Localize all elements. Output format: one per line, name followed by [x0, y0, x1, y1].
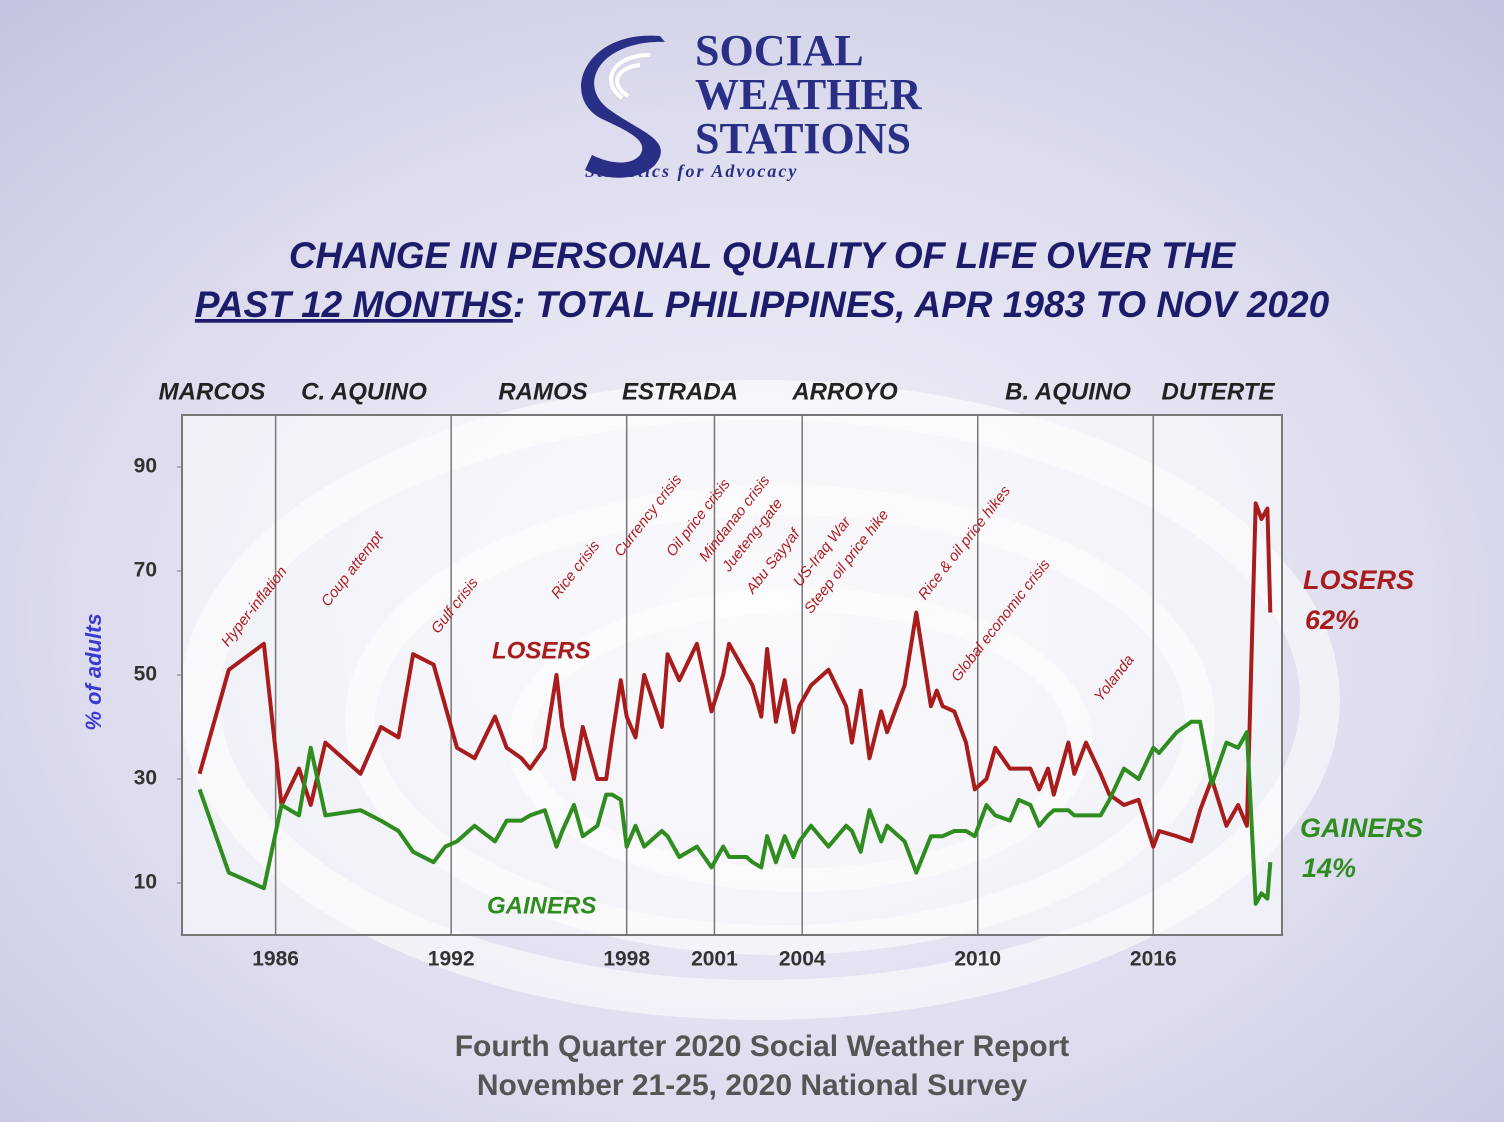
administration-label: B. AQUINO — [1005, 378, 1131, 405]
x-tick-label: 1986 — [252, 948, 299, 971]
logo-text: STATIONS — [695, 114, 911, 163]
x-tick-label: 2001 — [691, 948, 738, 971]
logo-text: WEATHER — [695, 70, 923, 119]
logo-tagline: Statistics for Advocacy — [585, 161, 798, 181]
x-tick-label: 2010 — [954, 948, 1001, 971]
chart-title: CHANGE IN PERSONAL QUALITY OF LIFE OVER … — [289, 235, 1237, 276]
chart-title-underlined: PAST 12 MONTHS — [195, 284, 513, 325]
series-line — [197, 719, 1273, 906]
value-label: 62% — [1305, 605, 1359, 635]
chart-title-rest: : TOTAL PHILIPPINES, APR 1983 TO NOV 202… — [513, 284, 1330, 325]
series-label: GAINERS — [487, 892, 596, 919]
logo-text: SOCIAL — [695, 26, 864, 75]
x-tick-label: 2016 — [1130, 948, 1177, 971]
y-tick-label: 90 — [134, 455, 157, 478]
y-axis-label: % of adults — [81, 613, 106, 730]
y-tick-label: 10 — [134, 871, 157, 894]
legend-label: GAINERS — [1300, 813, 1423, 843]
footer: November 21-25, 2020 National Survey — [477, 1069, 1028, 1102]
x-tick-label: 1998 — [603, 948, 650, 971]
y-tick-label: 30 — [134, 767, 157, 790]
legend-label: LOSERS — [1303, 565, 1414, 595]
x-tick-label: 2004 — [779, 948, 826, 971]
footer: Fourth Quarter 2020 Social Weather Repor… — [455, 1030, 1070, 1063]
y-tick-label: 70 — [134, 559, 157, 582]
administration-label: MARCOS — [159, 378, 266, 405]
logo-mark — [581, 35, 665, 178]
administration-label: C. AQUINO — [301, 378, 427, 405]
administration-label: DUTERTE — [1162, 378, 1276, 405]
series-label: LOSERS — [492, 637, 591, 664]
administration-label: ESTRADA — [622, 378, 738, 405]
x-tick-label: 1992 — [428, 948, 475, 971]
value-label: 14% — [1302, 853, 1356, 883]
y-tick-label: 50 — [134, 663, 157, 686]
chart-title: PAST 12 MONTHS: TOTAL PHILIPPINES, APR 1… — [195, 284, 1330, 325]
administration-label: ARROYO — [791, 378, 898, 405]
administration-label: RAMOS — [498, 378, 587, 405]
